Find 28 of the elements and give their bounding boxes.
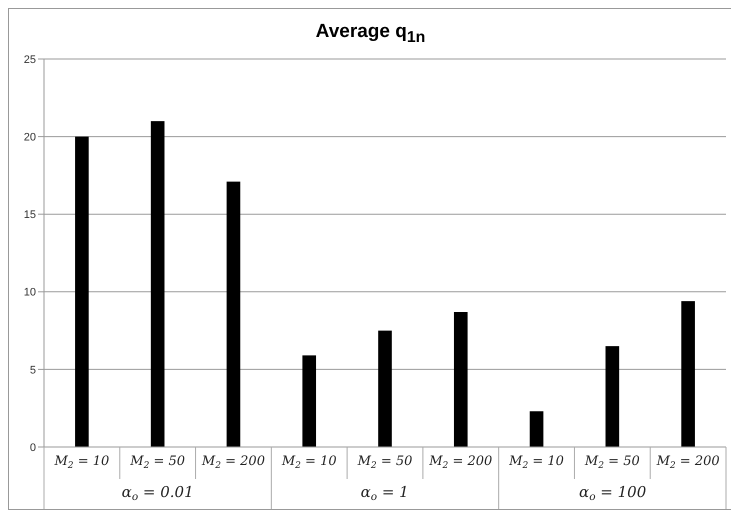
bar — [606, 346, 620, 447]
bar — [226, 182, 240, 447]
y-tick-label: 15 — [24, 209, 36, 222]
x-tick-label: M$_{2}$ = 200 — [200, 454, 265, 471]
y-tick-label: 25 — [24, 54, 36, 66]
x-tick-label: M$_{2}$ = 50 — [584, 454, 640, 471]
chart-title: Average q$_{1n}$ — [314, 21, 426, 47]
y-tick-label: 10 — [24, 286, 36, 299]
y-tick-label: 5 — [30, 364, 36, 376]
bar — [75, 136, 89, 447]
bar — [378, 330, 392, 447]
x-tick-label: M$_{2}$ = 50 — [129, 454, 186, 471]
text: α$_{o}$ = 100 — [578, 483, 646, 504]
bar — [150, 121, 164, 447]
y-tick-label: 0 — [30, 442, 36, 454]
x-tick-label: M$_{2}$ = 200 — [656, 454, 720, 471]
y-tick-label: 20 — [24, 132, 36, 144]
text: α$_{o}$ = 0.01 — [122, 483, 194, 504]
bar — [530, 411, 544, 447]
x-tick-label: M$_{2}$ = 10 — [53, 454, 110, 471]
x-tick-label: M$_{2}$ = 50 — [356, 454, 412, 471]
bar — [302, 355, 316, 447]
text: α$_{o}$ = 1 — [360, 483, 410, 504]
bar — [681, 301, 695, 447]
x-tick-label: M$_{2}$ = 10 — [280, 454, 337, 471]
x-tick-label: M$_{2}$ = 10 — [508, 454, 564, 471]
x-tick-label: M$_{2}$ = 200 — [428, 454, 492, 471]
bar — [454, 312, 468, 447]
